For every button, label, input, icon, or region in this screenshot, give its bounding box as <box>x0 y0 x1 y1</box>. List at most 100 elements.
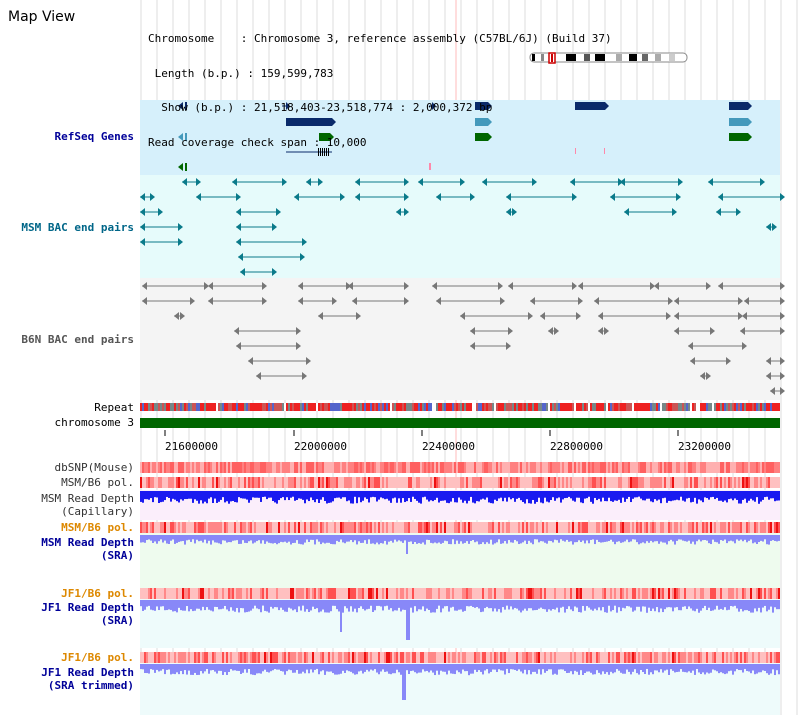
heatmap-cell <box>646 522 648 533</box>
track-label-jf1-b6-pol-trimmed[interactable]: JF1/B6 pol. <box>61 651 134 664</box>
heatmap-cell <box>192 522 194 533</box>
depth-bar <box>468 664 470 676</box>
depth-bar <box>602 600 604 608</box>
heatmap-cell <box>762 462 764 473</box>
track-label-msm-read-depth-capillary[interactable]: MSM Read Depth <box>41 492 134 505</box>
repeat-segment <box>646 403 648 411</box>
heatmap-cell <box>262 652 264 663</box>
depth-bar <box>668 664 670 675</box>
depth-bar <box>466 600 468 607</box>
heatmap-cell <box>242 522 244 533</box>
track-label-msm-b6-pol-sra[interactable]: MSM/B6 pol. <box>61 521 134 534</box>
depth-bar <box>628 600 630 607</box>
heatmap-cell <box>684 462 686 473</box>
heatmap-cell <box>592 652 594 663</box>
heatmap-cell <box>258 462 260 473</box>
heatmap-cell <box>678 462 680 473</box>
heatmap-cell <box>768 462 770 473</box>
depth-bar <box>732 664 734 675</box>
depth-bar <box>370 664 372 670</box>
heatmap-cell <box>710 462 712 473</box>
depth-bar <box>236 664 238 671</box>
depth-bar <box>742 664 744 673</box>
gene-arrow <box>488 133 492 141</box>
depth-bar <box>170 491 172 502</box>
depth-bar <box>200 664 202 672</box>
depth-bar <box>398 600 400 608</box>
depth-bar <box>716 664 718 672</box>
track-label-msm-read-depth-sra[interactable]: MSM Read Depth <box>41 536 134 549</box>
depth-bar <box>648 535 650 543</box>
heatmap-cell <box>160 652 162 663</box>
repeat-segment <box>302 403 304 411</box>
depth-bar <box>724 491 726 501</box>
heatmap-cell <box>520 477 522 488</box>
heatmap-cell <box>540 477 542 488</box>
heatmap-cell <box>290 588 292 599</box>
track-label-refseq-genes[interactable]: RefSeq Genes <box>54 130 134 143</box>
depth-bar <box>694 664 696 675</box>
depth-bar <box>476 600 478 608</box>
repeat-segment <box>770 403 772 411</box>
depth-bar <box>464 491 466 501</box>
heatmap-cell <box>508 522 510 533</box>
depth-bar <box>658 491 660 500</box>
repeat-segment <box>326 403 328 411</box>
depth-bar <box>632 491 634 499</box>
heatmap-cell <box>328 462 330 473</box>
heatmap-cell <box>680 462 682 473</box>
heatmap-cell <box>280 522 282 533</box>
heatmap-cell <box>270 588 272 599</box>
track-label-dbsnp[interactable]: dbSNP(Mouse) <box>54 461 134 474</box>
heatmap-cell <box>146 588 148 599</box>
heatmap-cell <box>334 462 336 473</box>
heatmap-cell <box>492 522 494 533</box>
depth-bar <box>652 535 654 543</box>
bac-end-marker <box>780 193 785 201</box>
heatmap-cell <box>310 522 312 533</box>
depth-bar <box>144 535 146 543</box>
heatmap-cell <box>218 652 220 663</box>
depth-bar <box>754 600 756 609</box>
track-label-jf1-read-depth-trimmed[interactable]: JF1 Read Depth <box>41 666 134 679</box>
track-label-msm-bac-end-pairs[interactable]: MSM BAC end pairs <box>21 221 134 234</box>
heatmap-cell <box>428 652 430 663</box>
heatmap-cell <box>244 477 246 488</box>
depth-bar <box>686 535 688 542</box>
heatmap-cell <box>328 652 330 663</box>
repeat-segment <box>766 403 768 411</box>
heatmap-cell <box>574 462 576 473</box>
track-label-chromosome[interactable]: chromosome 3 <box>54 416 134 429</box>
track-label-b6n-bac-end-pairs[interactable]: B6N BAC end pairs <box>21 333 134 346</box>
heatmap-cell <box>552 652 554 663</box>
heatmap-cell <box>378 477 380 488</box>
depth-bar <box>268 535 270 543</box>
heatmap-cell <box>512 462 514 473</box>
depth-bar <box>186 491 188 500</box>
heatmap-cell <box>688 522 690 533</box>
depth-bar <box>616 535 618 542</box>
track-label-msm-b6-pol[interactable]: MSM/B6 pol. <box>61 476 134 489</box>
track-label-jf1-read-depth-sra[interactable]: JF1 Read Depth <box>41 601 134 614</box>
info-coverage-span: Read coverage check span : 10,000 <box>148 135 367 149</box>
depth-bar <box>196 491 198 501</box>
heatmap-cell <box>486 477 488 488</box>
depth-bar <box>778 664 780 675</box>
depth-bar <box>142 664 144 670</box>
bac-end-marker <box>332 297 337 305</box>
repeat-segment <box>632 403 634 411</box>
chromosome-ideogram[interactable] <box>529 52 689 64</box>
depth-bar <box>440 535 442 544</box>
heatmap-cell <box>404 588 406 599</box>
heatmap-cell <box>526 462 528 473</box>
repeat-segment <box>158 403 160 411</box>
depth-bar <box>144 491 146 500</box>
depth-bar <box>314 535 316 545</box>
heatmap-cell <box>418 588 420 599</box>
track-label-jf1-b6-pol[interactable]: JF1/B6 pol. <box>61 587 134 600</box>
repeat-segment <box>512 403 514 411</box>
repeat-segment <box>732 403 734 411</box>
track-label-repeat[interactable]: Repeat <box>94 401 134 414</box>
depth-bar <box>744 664 746 669</box>
